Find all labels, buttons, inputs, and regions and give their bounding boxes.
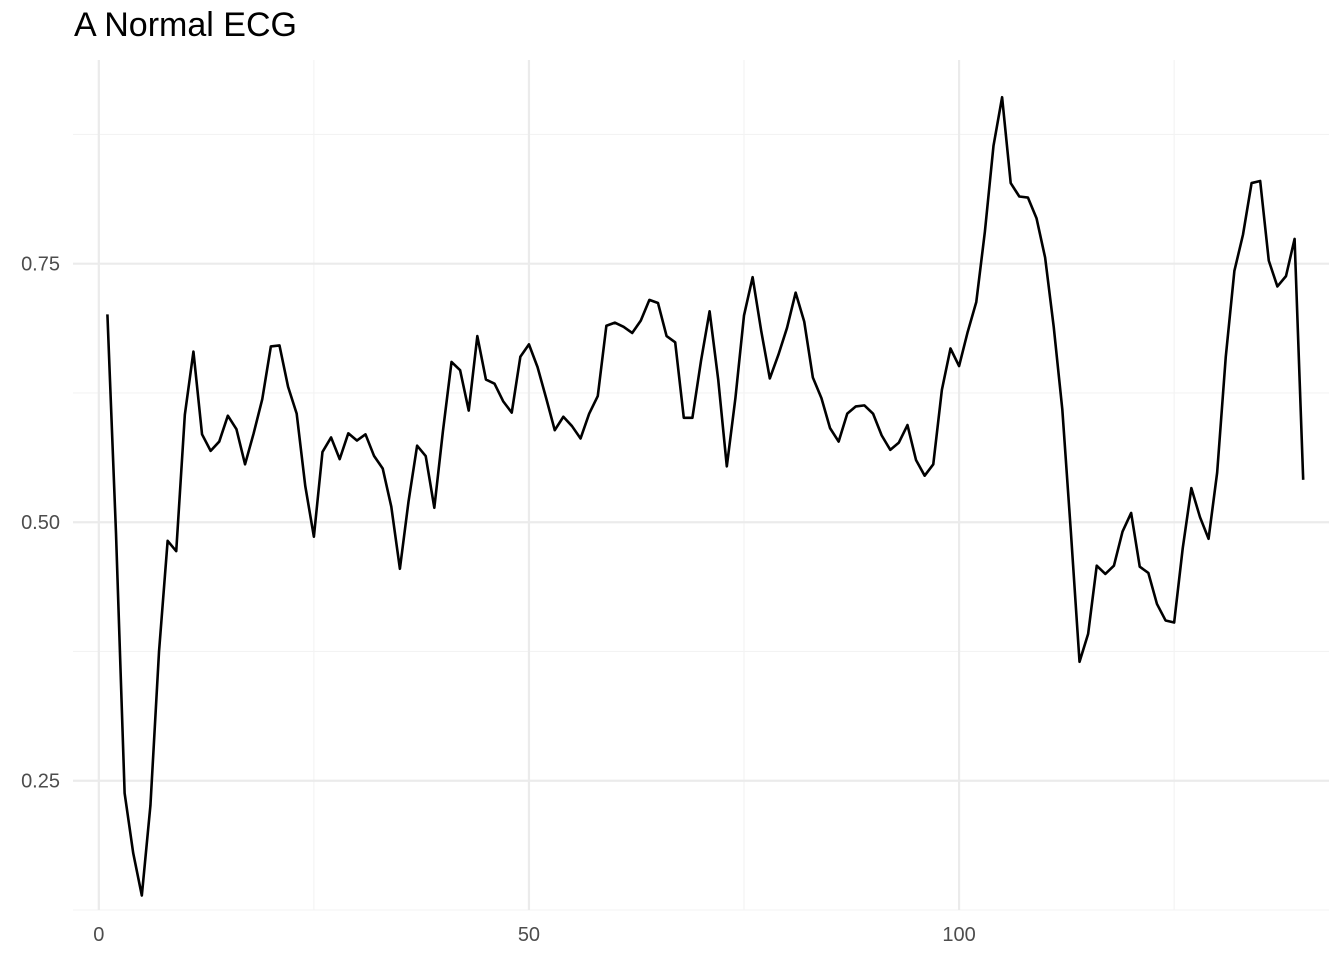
series-layer [106, 95, 1305, 897]
minor-gridlines [73, 60, 1329, 911]
x-tick-label: 50 [518, 924, 540, 946]
x-tick-label: 0 [93, 924, 104, 946]
major-gridlines [73, 60, 1329, 910]
chart-title: A Normal ECG [74, 6, 297, 44]
x-axis-tick-labels: 0 50 100 [93, 924, 976, 946]
y-tick-label: 0.25 [21, 771, 60, 793]
y-axis-tick-labels: 0.25 0.50 0.75 [21, 254, 60, 793]
y-tick-label: 0.75 [21, 254, 60, 276]
ecg-series-line [106, 95, 1305, 897]
x-tick-label: 100 [942, 924, 975, 946]
y-tick-label: 0.50 [21, 512, 60, 534]
